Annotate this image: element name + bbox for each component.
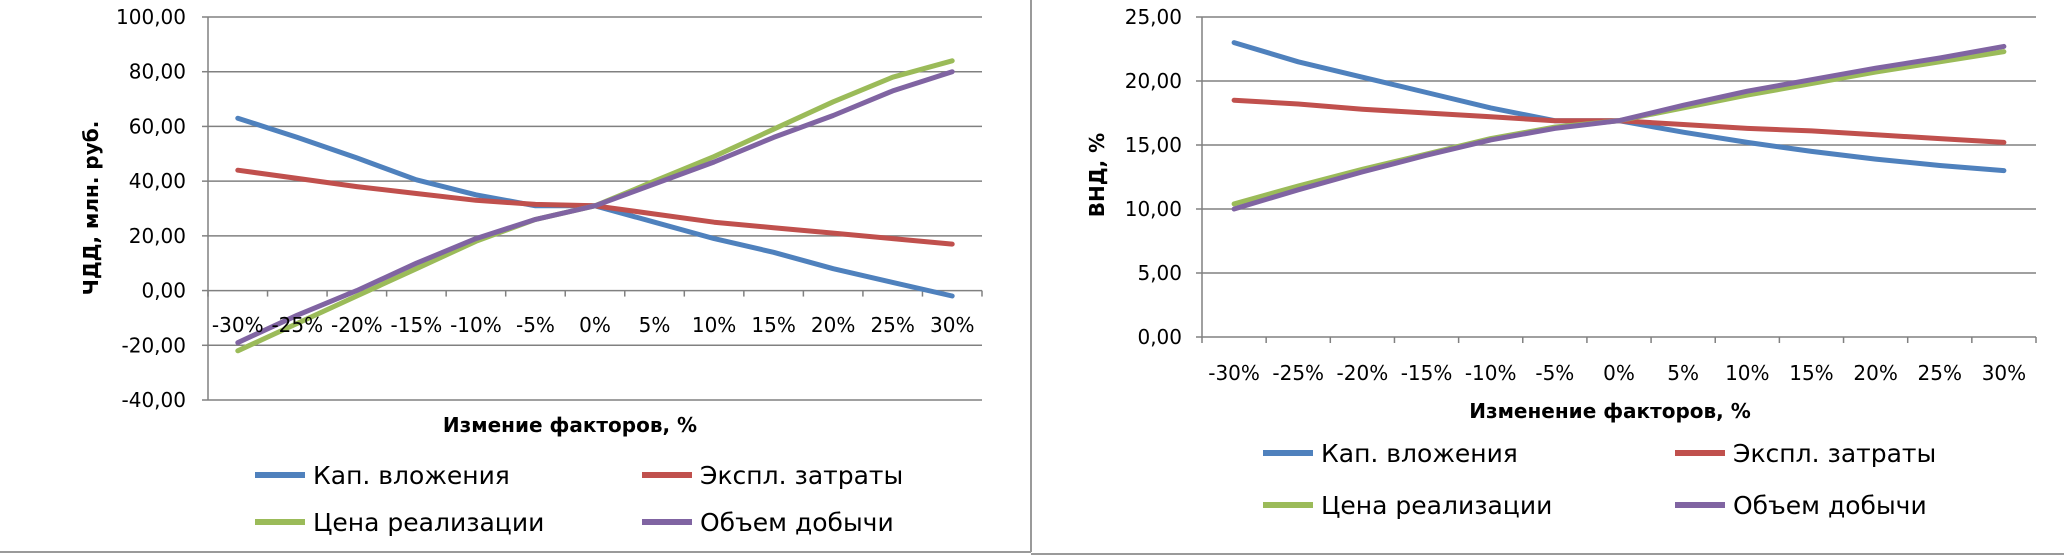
chart1-y-tick-label: 0,00 [1137, 325, 1182, 349]
chart0-y-tick-label: -40,00 [122, 388, 186, 412]
chart0-x-tick-label: -25% [271, 313, 323, 337]
chart0-x-tick-label: 5% [639, 313, 671, 337]
chart0-x-ticks: -30% -25% -20% -15% -10% -5% 0% 5% 10% 15% 20% 25% 3… [212, 313, 975, 337]
chart1-x-tick-label: -25% [1272, 361, 1324, 385]
chart0-y-tick-label: -20,00 [122, 333, 186, 357]
chart0-x-tick-label: 15% [751, 313, 795, 337]
chart1-x-tick-label: 15% [1789, 361, 1833, 385]
chart0-legend-label-2: Цена реализации [313, 508, 544, 537]
chart1-x-tick-label: -5% [1535, 361, 1574, 385]
chart1-x-tick-label: -30% [1208, 361, 1260, 385]
chart0-y-tick-label: 80,00 [129, 60, 186, 84]
chart0-y-tick-label: 20,00 [129, 224, 186, 248]
chart1-gridlines [1196, 16, 2037, 343]
chart1-x-ticks: -30% -25% -20% -15% -10% -5% 0% 5% 10% 15% 20% 25% 3… [1208, 361, 2026, 385]
chart0-x-tick-label: 0% [579, 313, 611, 337]
chart0-legend-label-1: Экспл. затраты [700, 461, 903, 490]
chart1-x-tick-label: 20% [1853, 361, 1897, 385]
chart0-x-tick-label: 20% [811, 313, 855, 337]
chart1-y-axis-title: ВНД, % [1085, 133, 1109, 217]
chart0-y-tick-label: 0,00 [141, 279, 186, 303]
irr-sensitivity-chart: 0,00 5,00 10,00 15,00 20,00 25,00 -30% -25% -20… [1085, 5, 2037, 520]
chart1-x-axis-title: Изменение факторов, % [1469, 399, 1751, 423]
chart0-x-tick-label: -20% [331, 313, 383, 337]
chart1-y-tick-label: 25,00 [1125, 5, 1182, 29]
chart1-x-tick-label: -20% [1337, 361, 1389, 385]
chart1-x-tick-label: -15% [1401, 361, 1453, 385]
chart0-y-tick-label: 60,00 [129, 114, 186, 138]
chart1-x-tick-label: 25% [1918, 361, 1962, 385]
chart0-x-tick-label: 30% [930, 313, 974, 337]
chart1-x-tick-label: 0% [1603, 361, 1635, 385]
npv-sensitivity-chart: -40,00 -20,00 0,00 20,00 40,00 60,00 80,00 100,… [79, 5, 983, 537]
chart1-y-tick-label: 20,00 [1125, 69, 1182, 93]
chart1-x-tick-label: 5% [1667, 361, 1699, 385]
chart1-series-line-3 [1231, 43, 2007, 212]
chart0-x-tick-label: -10% [450, 313, 502, 337]
chart0-legend: Кап. вложения Экспл. затраты Цена реализац… [255, 461, 903, 537]
chart0-series [235, 58, 955, 354]
chart1-y-tick-label: 10,00 [1125, 197, 1182, 221]
chart0-y-tick-label: 40,00 [129, 169, 186, 193]
chart1-x-tick-label: 10% [1725, 361, 1769, 385]
chart0-x-tick-label: 10% [692, 313, 736, 337]
chart0-x-tick-label: -15% [391, 313, 443, 337]
chart0-y-ticks: -40,00 -20,00 0,00 20,00 40,00 60,00 80,00 100,… [116, 5, 186, 412]
chart1-y-tick-label: 5,00 [1137, 261, 1182, 285]
chart1-y-ticks: 0,00 5,00 10,00 15,00 20,00 25,00 [1125, 5, 1182, 349]
chart1-legend-label-1: Экспл. затраты [1733, 439, 1936, 468]
chart0-legend-label-3: Объем добычи [700, 508, 894, 537]
chart1-legend-label-0: Кап. вложения [1321, 439, 1518, 468]
chart0-series-line-3 [235, 69, 955, 346]
chart0-legend-label-0: Кап. вложения [313, 461, 510, 490]
chart1-x-tick-label: 30% [1982, 361, 2026, 385]
chart1-x-tick-label: -10% [1465, 361, 1517, 385]
chart0-x-tick-label: -30% [212, 313, 264, 337]
chart1-series [1231, 40, 2007, 212]
chart0-x-tick-label: 25% [870, 313, 914, 337]
chart0-x-tick-label: -5% [516, 313, 555, 337]
chart0-x-axis-title: Измение факторов, % [443, 413, 697, 437]
chart0-y-axis-title: ЧДД, млн. руб. [79, 121, 103, 296]
chart1-legend: Кап. вложения Экспл. затраты Цена реализац… [1263, 439, 1936, 520]
chart1-legend-label-2: Цена реализации [1321, 491, 1552, 520]
chart1-y-tick-label: 15,00 [1125, 133, 1182, 157]
chart0-y-tick-label: 100,00 [116, 5, 186, 29]
chart1-legend-label-3: Объем добычи [1733, 491, 1927, 520]
